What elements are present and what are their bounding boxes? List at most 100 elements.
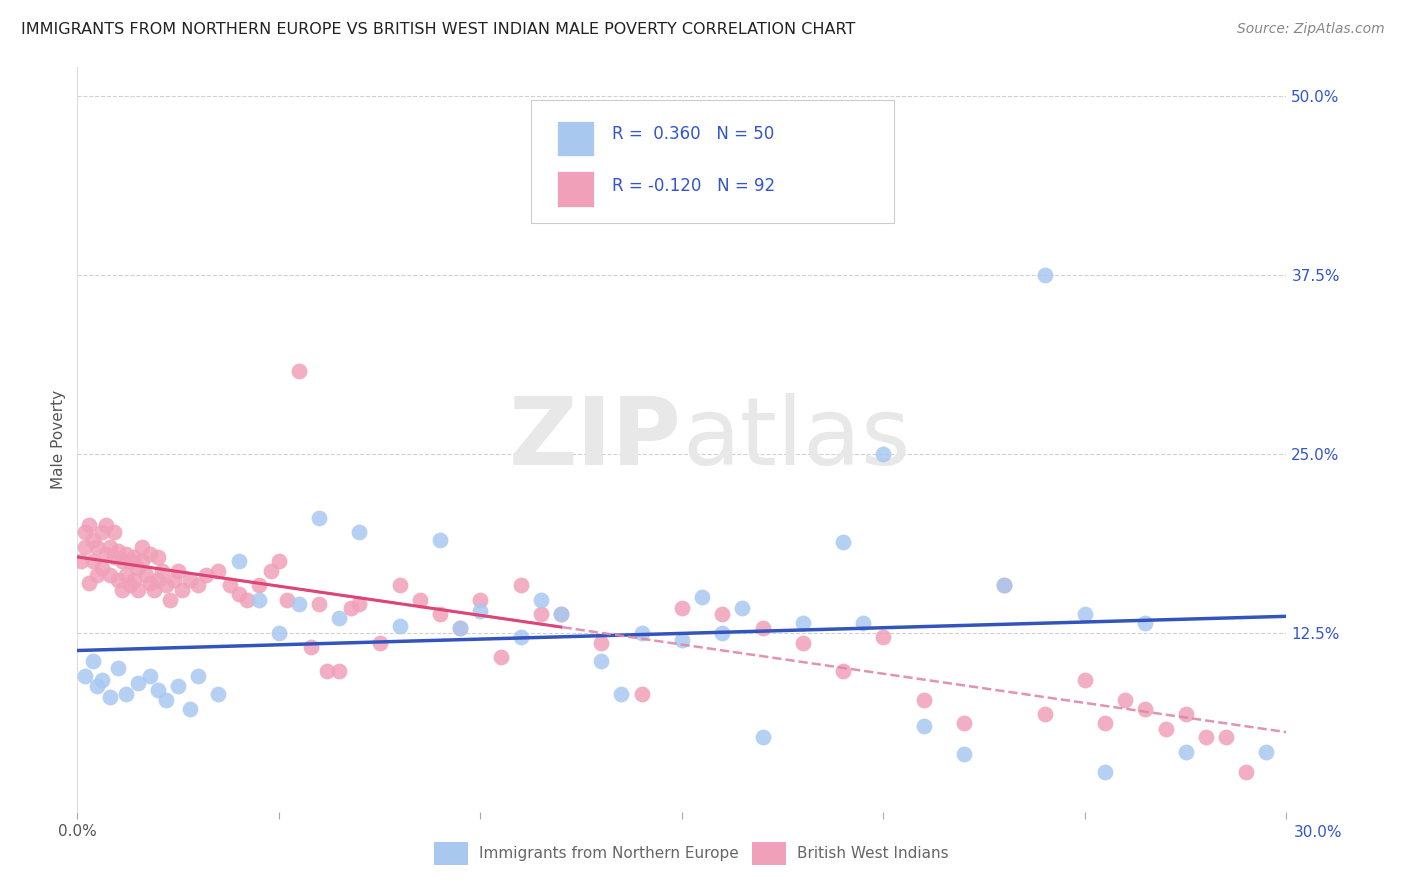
Point <box>228 587 250 601</box>
Point <box>711 625 734 640</box>
Point <box>1135 615 1157 630</box>
Point <box>150 564 173 578</box>
Point <box>308 511 330 525</box>
Point <box>328 665 350 679</box>
Point <box>139 668 162 682</box>
Point <box>94 518 117 533</box>
Point <box>131 540 153 554</box>
Point <box>228 554 250 568</box>
Point <box>114 568 136 582</box>
Text: 30.0%: 30.0% <box>1294 825 1341 839</box>
Point <box>75 668 97 682</box>
Point <box>127 675 149 690</box>
Point <box>1154 722 1177 736</box>
Point <box>1195 730 1218 744</box>
Point <box>90 525 112 540</box>
Point <box>751 730 773 744</box>
Point <box>1174 707 1197 722</box>
Point <box>172 582 194 597</box>
Point <box>671 601 693 615</box>
Point <box>993 578 1015 592</box>
Point <box>114 687 136 701</box>
Point <box>207 564 229 578</box>
Point <box>90 673 112 687</box>
Point <box>114 547 136 561</box>
Point <box>111 582 134 597</box>
Point <box>103 549 125 564</box>
Point <box>107 661 129 675</box>
Point <box>107 573 129 587</box>
Point <box>912 719 935 733</box>
Point <box>267 554 290 568</box>
Point <box>349 597 371 611</box>
Point <box>530 592 553 607</box>
Point <box>75 540 97 554</box>
Point <box>449 621 471 635</box>
Point <box>1074 673 1097 687</box>
Bar <box>557 171 593 207</box>
Point <box>449 621 471 635</box>
Point <box>388 618 411 632</box>
Point <box>470 604 492 618</box>
Point <box>187 578 209 592</box>
Point <box>98 568 121 582</box>
Point <box>135 568 157 582</box>
Point <box>179 701 201 715</box>
Point <box>260 564 283 578</box>
Point <box>127 582 149 597</box>
Point <box>82 554 104 568</box>
Point <box>299 640 322 654</box>
Point <box>550 607 572 621</box>
Point <box>1256 745 1278 759</box>
Text: IMMIGRANTS FROM NORTHERN EUROPE VS BRITISH WEST INDIAN MALE POVERTY CORRELATION : IMMIGRANTS FROM NORTHERN EUROPE VS BRITI… <box>21 22 855 37</box>
Point <box>591 636 613 650</box>
Point <box>1094 715 1116 730</box>
Point <box>429 533 451 547</box>
Point <box>122 573 145 587</box>
Point <box>1215 730 1237 744</box>
Point <box>111 554 134 568</box>
Point <box>159 592 181 607</box>
Bar <box>557 120 593 156</box>
Point <box>409 592 432 607</box>
Point <box>179 573 201 587</box>
Point <box>316 665 339 679</box>
Bar <box>752 841 786 865</box>
Point <box>328 611 350 625</box>
Text: ZIP: ZIP <box>509 393 682 485</box>
Point <box>235 592 257 607</box>
Point <box>1234 764 1257 779</box>
Point <box>267 625 290 640</box>
Point <box>1033 268 1056 282</box>
Point <box>792 615 814 630</box>
Point <box>247 578 270 592</box>
Point <box>751 621 773 635</box>
Point <box>146 573 169 587</box>
Point <box>139 575 162 590</box>
Point <box>103 525 125 540</box>
Point <box>690 590 713 604</box>
Point <box>349 525 371 540</box>
Point <box>118 578 141 592</box>
Y-axis label: Male Poverty: Male Poverty <box>51 390 66 489</box>
Point <box>207 687 229 701</box>
Point <box>163 573 186 587</box>
Point <box>86 679 108 693</box>
Point <box>1114 693 1136 707</box>
Point <box>388 578 411 592</box>
Point <box>146 683 169 698</box>
Point <box>550 607 572 621</box>
Point <box>127 561 149 575</box>
Point <box>118 554 141 568</box>
Point <box>276 592 298 607</box>
Text: atlas: atlas <box>682 393 910 485</box>
Point <box>530 607 553 621</box>
Point <box>219 578 242 592</box>
Text: R = -0.120   N = 92: R = -0.120 N = 92 <box>612 177 775 194</box>
Point <box>146 549 169 564</box>
Point <box>82 654 104 668</box>
Text: Source: ZipAtlas.com: Source: ZipAtlas.com <box>1237 22 1385 37</box>
Point <box>70 554 93 568</box>
Point <box>368 636 391 650</box>
Point <box>671 632 693 647</box>
